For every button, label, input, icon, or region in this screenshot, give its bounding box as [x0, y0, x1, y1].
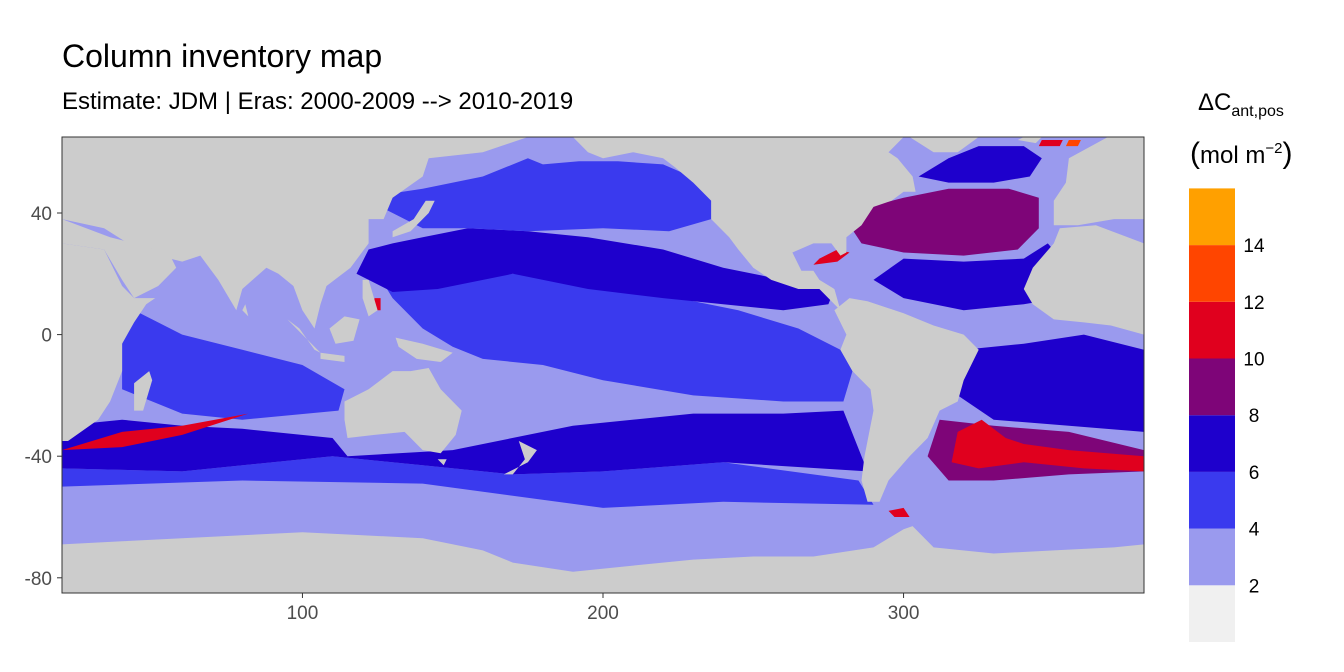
inventory-zone-7	[362, 158, 712, 232]
inventory-zone-13	[951, 419, 1144, 472]
land-arabia	[62, 219, 177, 299]
inventory-zone-5	[377, 273, 853, 402]
inventory-zone-1	[62, 480, 1144, 548]
legend-tick-label: 12	[1243, 293, 1264, 314]
land-iceland	[1017, 137, 1042, 144]
legend-tick-label: 4	[1249, 520, 1260, 541]
inventory-zone-6	[356, 228, 835, 311]
land-borneo	[329, 316, 360, 344]
land-eurasia	[62, 137, 528, 329]
x-axis: 100 200 300	[287, 593, 920, 624]
land-greenland	[909, 137, 979, 153]
inventory-zone-9	[873, 243, 1069, 311]
legend-tick-label: 8	[1249, 406, 1260, 427]
inventory-zone-10	[918, 146, 1042, 183]
land-south-america	[834, 298, 979, 502]
land-philippines	[362, 279, 378, 317]
legend-tick-label: 14	[1243, 236, 1265, 257]
inventory-zone-8	[843, 188, 1039, 256]
chart-subtitle: Estimate: JDM | Eras: 2000-2009 --> 2010…	[62, 88, 574, 115]
land-europe-west	[1053, 137, 1144, 226]
legend-key-8-10	[1189, 358, 1235, 416]
inventory-zone-18	[1038, 140, 1063, 147]
y-tick-label: -80	[25, 569, 52, 590]
y-tick-label: 40	[31, 204, 52, 225]
inventory-zone-16	[888, 507, 910, 517]
x-tick-label: 200	[587, 603, 619, 624]
inventory-zone-4	[122, 304, 345, 420]
inventory-zone-19	[1065, 140, 1081, 147]
legend-key-0-2	[1189, 585, 1235, 642]
chart-title: Column inventory map	[62, 38, 383, 74]
inventory-zone-14	[62, 413, 249, 451]
land-india-srilanka	[242, 304, 249, 317]
land-north-america	[572, 137, 916, 311]
land-australia	[344, 368, 462, 454]
land-new-zealand	[503, 441, 537, 475]
land-sumatra	[287, 319, 321, 353]
legend-title: ΔCant,pos	[1198, 89, 1284, 120]
legend-key-10-12	[1189, 301, 1235, 359]
land-madagascar	[134, 371, 153, 411]
y-tick-label: -40	[25, 447, 52, 468]
legend-key-14-16	[1189, 188, 1235, 246]
x-tick-label: 300	[888, 603, 920, 624]
y-tick-label: 0	[41, 326, 52, 347]
legend-key-12-14	[1189, 245, 1235, 302]
inventory-zone-2	[62, 456, 874, 508]
inventory-zone-11	[957, 334, 1144, 432]
legend-unit: (mol m−2)	[1190, 137, 1292, 170]
y-axis: 40 0 -40 -80	[25, 204, 62, 590]
land-tasmania	[437, 459, 447, 466]
land-japan	[392, 200, 435, 238]
land-africa-west	[1023, 225, 1144, 335]
x-tick-label: 100	[287, 603, 319, 624]
legend-key-6-8	[1189, 415, 1235, 472]
land-africa	[62, 243, 156, 441]
inventory-zone-3	[62, 410, 868, 475]
legend-key-4-6	[1189, 471, 1235, 529]
map-panel	[62, 137, 1144, 593]
legend-tick-label: 10	[1243, 350, 1264, 371]
legend-tick-label: 2	[1249, 576, 1260, 597]
land-antarctica	[62, 526, 1144, 593]
legend-key-2-4	[1189, 528, 1235, 586]
land-new-guinea	[395, 337, 453, 362]
legend-tick-label: 6	[1249, 463, 1260, 484]
land-java	[320, 352, 345, 362]
legend: ΔCant,pos (mol m−2) 2 4 6 8 10 12 14	[1189, 89, 1292, 642]
